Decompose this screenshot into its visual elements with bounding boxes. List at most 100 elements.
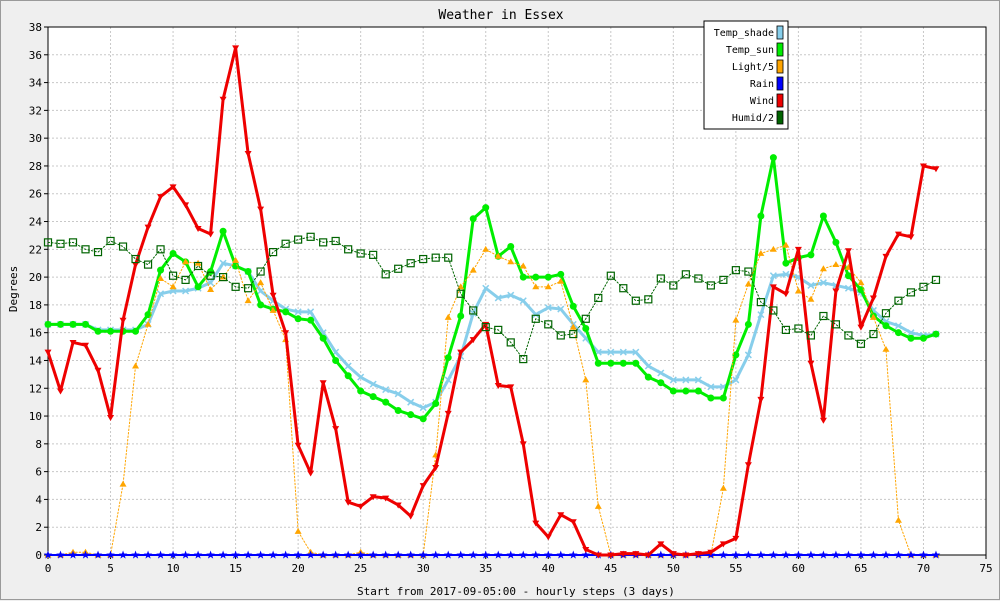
data-point (707, 383, 715, 391)
data-point (919, 550, 928, 559)
legend-label: Temp_shade (714, 28, 774, 39)
legend-box (703, 20, 789, 130)
data-point (69, 339, 77, 346)
data-point (57, 320, 65, 328)
data-point (331, 550, 340, 559)
data-point (231, 282, 240, 291)
legend: Temp_shade Temp_sun Light/5 Rain Wind Humid/2 (703, 20, 789, 130)
data-point (732, 316, 740, 323)
data-point (443, 550, 453, 559)
data-point (494, 252, 502, 259)
data-point (181, 550, 190, 559)
x-tick-label: 30 (417, 562, 430, 575)
data-point (819, 265, 827, 272)
y-tick-label: 12 (29, 382, 42, 395)
data-point (68, 550, 78, 559)
data-point (719, 394, 727, 402)
data-point (444, 376, 452, 384)
data-point (431, 253, 440, 262)
data-point (557, 305, 565, 313)
series-group (43, 45, 941, 559)
data-point (419, 415, 427, 423)
data-point (518, 550, 528, 559)
data-point (669, 376, 677, 384)
data-point (344, 245, 353, 254)
series-humid-2 (43, 232, 941, 364)
data-point (269, 292, 277, 299)
x-tick-label: 60 (792, 562, 805, 575)
data-point (632, 359, 640, 367)
data-point (806, 550, 816, 559)
data-point (619, 284, 628, 293)
data-point (144, 311, 152, 319)
legend-swatch (776, 59, 784, 74)
data-point (569, 302, 577, 310)
data-point (469, 306, 478, 315)
data-point (844, 284, 852, 292)
data-point (132, 362, 140, 369)
data-point (82, 320, 90, 328)
data-point (556, 550, 566, 559)
data-point (606, 271, 615, 280)
data-point (294, 527, 302, 534)
data-point (931, 550, 941, 559)
data-point (182, 202, 190, 209)
axis-ticks: 0 5 10 15 20 25 30 35 40 45 50 55 60 65 70 750246810121… (29, 21, 993, 575)
data-point (393, 550, 403, 559)
data-point (694, 376, 702, 384)
data-point (607, 552, 615, 559)
data-point (244, 297, 252, 304)
data-point (81, 245, 90, 254)
data-point (532, 273, 540, 281)
y-tick-label: 28 (29, 160, 42, 173)
data-point (56, 239, 65, 248)
data-point (207, 286, 215, 293)
data-point (181, 275, 190, 284)
data-point (707, 549, 715, 556)
data-point (807, 251, 815, 259)
data-point (369, 494, 377, 501)
data-point (43, 238, 53, 247)
data-point (906, 288, 916, 297)
data-point (182, 287, 190, 295)
data-point (44, 349, 52, 356)
data-point (894, 516, 902, 523)
data-point (256, 550, 265, 559)
series-line-wind (46, 46, 938, 557)
legend-swatch (776, 25, 784, 40)
data-point (294, 235, 303, 244)
data-point (682, 387, 690, 395)
data-point (43, 550, 53, 559)
data-point (544, 320, 553, 329)
data-point (244, 284, 253, 293)
data-point (144, 224, 152, 231)
data-point (531, 550, 541, 559)
y-tick-label: 16 (29, 327, 42, 340)
data-point (819, 212, 827, 220)
data-point (731, 550, 741, 559)
y-tick-label: 34 (29, 77, 43, 90)
data-point (594, 502, 602, 509)
data-point (619, 551, 627, 558)
data-point (657, 369, 665, 377)
data-point (719, 550, 728, 559)
data-point (781, 550, 791, 559)
legend-label: Temp_sun (726, 45, 774, 56)
data-point (769, 245, 777, 252)
data-point (332, 426, 340, 433)
series-line-humid-2 (47, 236, 937, 360)
data-point (268, 550, 278, 559)
data-point (769, 272, 777, 280)
data-point (106, 236, 115, 246)
data-point (581, 550, 591, 559)
data-point (156, 550, 165, 559)
x-tick-label: 45 (604, 562, 617, 575)
data-point (294, 315, 302, 323)
data-point (319, 334, 327, 342)
data-point (481, 550, 491, 559)
data-point (194, 226, 202, 232)
data-point (806, 331, 816, 340)
data-point (44, 320, 52, 328)
data-point (669, 281, 678, 290)
data-point (506, 338, 515, 347)
